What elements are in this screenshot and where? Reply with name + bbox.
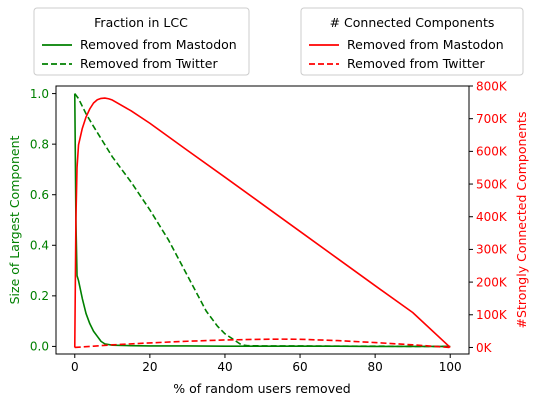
series-layer xyxy=(73,93,451,349)
x-axis-label: % of random users removed xyxy=(173,381,350,396)
legend-lcc-mastodon-label: Removed from Mastodon xyxy=(80,37,237,52)
x-tick-label: 40 xyxy=(217,360,232,374)
y-left-tick-label: 0.8 xyxy=(30,137,49,151)
y-right-tick-label: 800K xyxy=(476,79,508,93)
y-right-tick-label: 0K xyxy=(476,341,493,355)
y-left-tick-label: 0.2 xyxy=(30,289,49,303)
series-line-left-mastodon xyxy=(73,93,451,348)
legend-lcc-title: Fraction in LCC xyxy=(94,15,188,30)
series-line-left-twitter xyxy=(74,93,451,348)
y-left-axis: 0.0 0.2 0.4 0.6 0.8 1.0 xyxy=(30,87,56,354)
y-left-axis-label: Size of Largest Component xyxy=(7,136,22,305)
y-left-tick-label: 0.4 xyxy=(30,239,49,253)
y-right-tick-label: 200K xyxy=(476,275,508,289)
legend-components-twitter-label: Removed from Twitter xyxy=(347,56,485,71)
y-right-tick-label: 600K xyxy=(476,145,508,159)
plot-frame xyxy=(55,85,470,355)
y-right-tick-label: 300K xyxy=(476,243,508,257)
y-left-tick-label: 1.0 xyxy=(30,87,49,101)
y-right-axis: 0K 100K 200K 300K 400K 500K 600K 700K 800K xyxy=(469,79,508,355)
legend-components-title: # Connected Components xyxy=(330,15,495,30)
series-line-right-twitter xyxy=(74,338,451,349)
x-tick-label: 100 xyxy=(439,360,462,374)
legend-lcc-box xyxy=(33,7,250,76)
y-right-tick-label: 700K xyxy=(476,112,508,126)
y-left-tick-label: 0.0 xyxy=(30,340,49,354)
y-right-axis-label: #Strongly Connected Components xyxy=(514,112,529,329)
y-right-tick-label: 100K xyxy=(476,308,508,322)
x-tick-label: 60 xyxy=(292,360,307,374)
x-axis: 0 20 40 60 80 100 xyxy=(71,354,462,374)
y-left-tick-label: 0.6 xyxy=(30,188,49,202)
legend-components-mastodon-label: Removed from Mastodon xyxy=(347,37,504,52)
legend-lcc-twitter-label: Removed from Twitter xyxy=(80,56,218,71)
y-right-tick-label: 500K xyxy=(476,177,508,191)
x-tick-label: 0 xyxy=(71,360,79,374)
y-right-tick-label: 400K xyxy=(476,210,508,224)
legend-components-box xyxy=(300,7,524,76)
legend-components: # Connected Components Removed from Mast… xyxy=(300,7,524,76)
series-line-right-mastodon xyxy=(73,97,451,349)
x-tick-label: 80 xyxy=(367,360,382,374)
legend-lcc: Fraction in LCC Removed from Mastodon Re… xyxy=(33,7,250,76)
x-tick-label: 20 xyxy=(142,360,157,374)
